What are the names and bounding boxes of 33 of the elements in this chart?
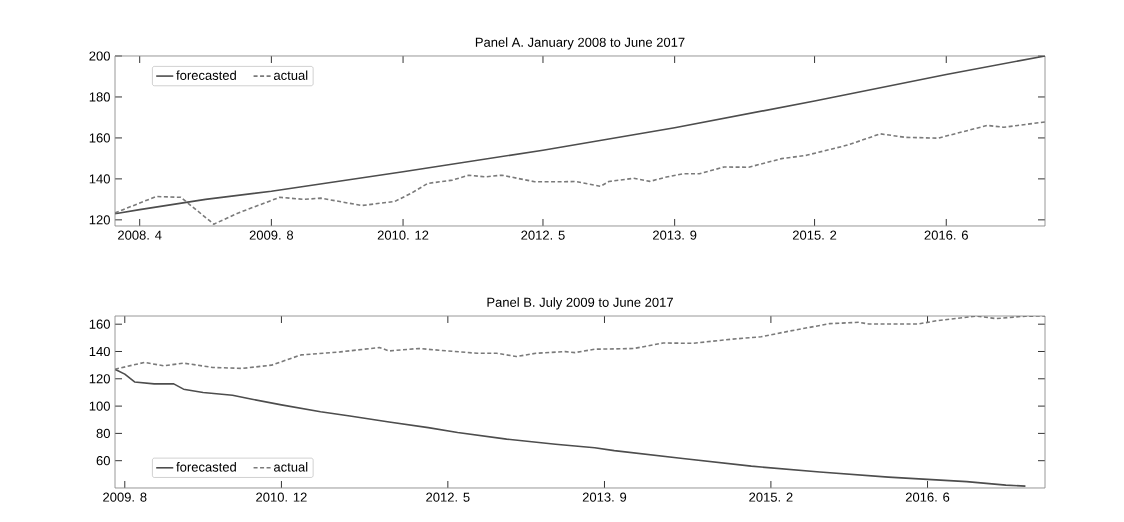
x-tick-label: 2010. 12: [256, 492, 307, 502]
x-tick-label: 2015. 2: [792, 230, 837, 240]
x-tick-label: 2009. 8: [103, 492, 147, 502]
chart-title: Panel B. July 2009 to June 2017: [487, 297, 673, 310]
x-tick-label: 2012. 5: [521, 230, 565, 240]
line-series: [115, 316, 1046, 371]
y-tick-label: 160: [89, 133, 110, 143]
y-tick-label: 140: [89, 174, 110, 184]
x-tick-label: 2013. 9: [653, 230, 697, 240]
x-tick-label: 2012. 5: [426, 492, 470, 502]
legend-label: forecasted: [176, 70, 236, 80]
x-tick-label: 2016. 6: [924, 230, 968, 240]
y-tick-label: 200: [89, 51, 110, 61]
x-tick-label: 2016. 6: [905, 492, 950, 502]
legend-label: actual: [273, 70, 308, 80]
y-tick-label: 100: [89, 401, 110, 411]
y-tick-label: 160: [89, 319, 110, 329]
y-tick-label: 180: [89, 92, 110, 102]
x-tick-label: 2015. 2: [749, 492, 793, 502]
x-tick-label: 2010. 12: [377, 230, 429, 240]
x-tick-label: 2009. 8: [249, 230, 294, 240]
line-series: [115, 368, 1027, 487]
chart-title: Panel A. January 2008 to June 2017: [475, 37, 685, 50]
y-tick-label: 120: [89, 215, 110, 225]
x-tick-label: 2008. 4: [118, 230, 162, 240]
x-tick-label: 2013. 9: [582, 492, 627, 502]
y-tick-label: 60: [96, 456, 110, 466]
line-series: [115, 55, 1046, 215]
legend-label: forecasted: [176, 462, 236, 472]
y-tick-label: 80: [96, 428, 110, 438]
legend-label: actual: [273, 462, 308, 472]
y-tick-label: 140: [89, 346, 110, 357]
y-tick-label: 120: [89, 374, 110, 384]
